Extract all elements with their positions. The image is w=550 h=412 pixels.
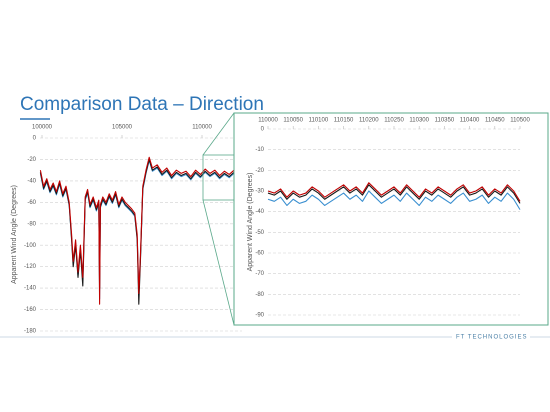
y-tick-label: -20 xyxy=(27,157,36,163)
y-axis-label: Apparent Wind Angle (Degrees) xyxy=(247,173,254,272)
y-tick-label: -50 xyxy=(255,230,264,236)
y-tick-label: -10 xyxy=(255,147,264,153)
x-tick-label: 110000 xyxy=(258,118,278,124)
x-tick-label: 105000 xyxy=(112,125,133,131)
x-tick-label: 110100 xyxy=(309,118,329,124)
zoom-connector xyxy=(202,199,235,326)
x-tick-label: 110250 xyxy=(384,118,404,124)
y-tick-label: -60 xyxy=(255,251,264,257)
y-tick-label: -80 xyxy=(255,292,264,298)
slide-title: Comparison Data – Direction xyxy=(20,94,264,115)
x-tick-label: 110050 xyxy=(283,118,303,124)
data-line xyxy=(267,190,521,210)
x-tick-label: 100000 xyxy=(32,125,53,131)
y-tick-label: -40 xyxy=(255,209,264,215)
x-tick-label: 110300 xyxy=(409,118,429,124)
x-tick-label: 110200 xyxy=(359,118,379,124)
zoom-connector xyxy=(202,112,235,156)
y-tick-label: -180 xyxy=(24,329,37,335)
x-tick-label: 110150 xyxy=(334,118,354,124)
y-tick-label: -60 xyxy=(27,200,36,206)
inset-chart: 0 -10 -20 -30 -40 -50 -60 -70 -80 -90 110000 110050… xyxy=(247,118,531,319)
x-tick-label: 110000 xyxy=(192,125,212,131)
x-tick-label: 110400 xyxy=(460,118,480,124)
y-tick-label: -120 xyxy=(24,264,37,270)
y-tick-label: -20 xyxy=(255,168,264,174)
x-tick-label: 110350 xyxy=(435,118,455,124)
y-tick-label: -160 xyxy=(24,307,37,313)
y-tick-label: -140 xyxy=(24,286,37,292)
y-tick-label: -70 xyxy=(255,271,264,277)
footer-brand: FT TECHNOLOGIES xyxy=(456,335,527,341)
y-tick-label: -80 xyxy=(27,221,36,227)
y-tick-label: -30 xyxy=(255,189,264,195)
y-axis-label: Apparent Wind Angle (Degrees) xyxy=(11,185,18,284)
y-tick-label: 0 xyxy=(261,127,265,133)
y-tick-label: -40 xyxy=(27,178,36,184)
y-tick-label: -90 xyxy=(255,313,264,319)
x-tick-label: 110500 xyxy=(510,118,530,124)
x-tick-label: 110450 xyxy=(485,118,505,124)
data-line xyxy=(267,184,521,204)
y-tick-label: 0 xyxy=(33,136,37,142)
y-tick-label: -100 xyxy=(24,243,37,249)
data-line xyxy=(267,182,521,202)
data-line xyxy=(39,156,240,305)
inset-frame xyxy=(233,112,549,326)
main-chart: 0 -20 -40 -60 -80 -100 -120 -140 -160 -180 100000 1… xyxy=(11,125,242,335)
